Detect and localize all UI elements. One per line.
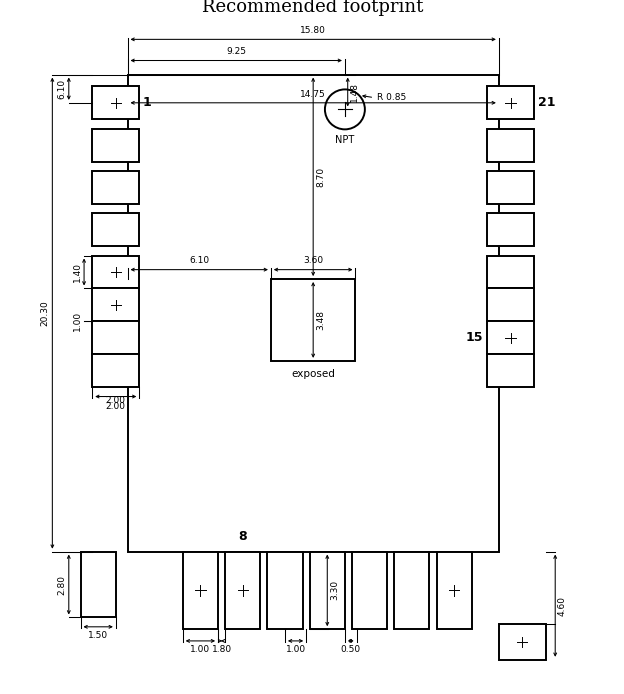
Text: 8: 8 <box>238 530 247 543</box>
Bar <box>487 171 534 204</box>
Bar <box>487 86 534 119</box>
Text: 15: 15 <box>466 331 484 344</box>
Text: 21: 21 <box>538 96 555 109</box>
Bar <box>127 74 499 552</box>
Text: 1.48: 1.48 <box>349 82 359 102</box>
Bar <box>225 552 260 629</box>
Bar <box>352 552 388 629</box>
Bar <box>92 213 139 246</box>
Text: 6.10: 6.10 <box>189 256 209 265</box>
Bar <box>92 255 139 289</box>
Text: 1.00: 1.00 <box>286 645 306 654</box>
Text: 1.50: 1.50 <box>88 631 108 640</box>
Bar <box>310 552 345 629</box>
Bar <box>487 255 534 289</box>
Bar <box>92 171 139 204</box>
Bar <box>487 213 534 246</box>
Bar <box>487 354 534 387</box>
Text: 2.00: 2.00 <box>106 402 126 411</box>
Text: 9.25: 9.25 <box>227 47 246 56</box>
Bar <box>92 354 139 387</box>
Bar <box>437 552 472 629</box>
Text: 1.80: 1.80 <box>212 645 232 654</box>
Text: 4.60: 4.60 <box>558 595 567 616</box>
Bar <box>487 128 534 162</box>
Text: 3.30: 3.30 <box>330 580 339 600</box>
Bar <box>92 289 139 321</box>
Text: 3.60: 3.60 <box>303 256 323 265</box>
Text: 1.00: 1.00 <box>73 312 82 332</box>
Text: 3.48: 3.48 <box>316 310 325 330</box>
Text: 14.75: 14.75 <box>300 90 326 99</box>
Text: 0.50: 0.50 <box>341 645 361 654</box>
Bar <box>92 321 139 354</box>
Text: NPT: NPT <box>335 135 354 144</box>
Bar <box>271 279 356 361</box>
Text: exposed: exposed <box>291 369 335 379</box>
Text: 1: 1 <box>143 96 152 109</box>
Bar <box>267 552 303 629</box>
Bar <box>92 128 139 162</box>
Text: R 0.85: R 0.85 <box>377 93 406 102</box>
Bar <box>499 625 546 660</box>
Text: Recommended footprint: Recommended footprint <box>202 0 424 16</box>
Bar <box>487 321 534 354</box>
Text: 8.70: 8.70 <box>316 167 325 187</box>
Text: 6.10: 6.10 <box>57 78 66 99</box>
Bar <box>92 86 139 119</box>
Text: 1.40: 1.40 <box>73 262 82 282</box>
Bar <box>80 552 116 618</box>
Bar <box>394 552 429 629</box>
Text: 2.80: 2.80 <box>57 575 66 595</box>
Bar <box>487 289 534 321</box>
Text: 20.30: 20.30 <box>41 301 49 326</box>
Text: 2.00: 2.00 <box>106 396 126 405</box>
Text: 1.00: 1.00 <box>190 645 210 654</box>
Bar <box>183 552 218 629</box>
Text: 15.80: 15.80 <box>300 26 326 35</box>
